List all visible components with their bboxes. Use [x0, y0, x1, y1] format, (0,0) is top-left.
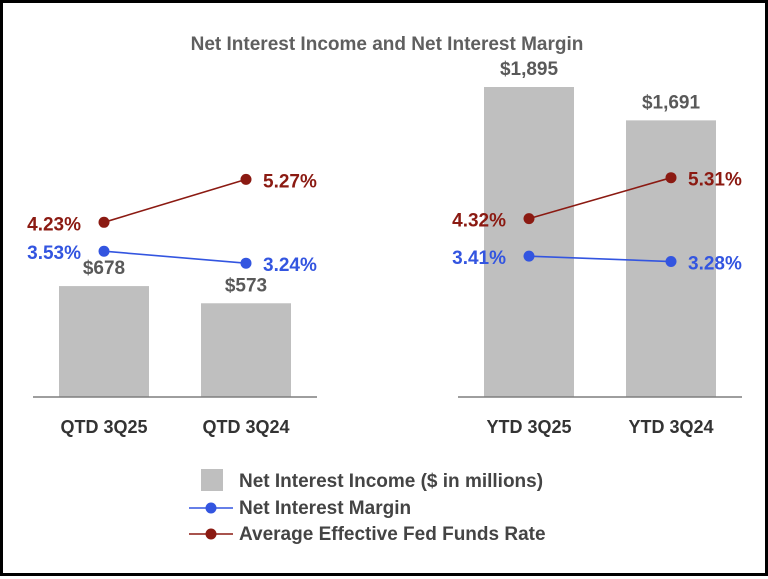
labels-layer: $678 $573 $1,895 $1,691 QTD 3Q25 QTD 3Q24 YTD …: [27, 59, 742, 437]
bar-value-label-0: $678: [83, 258, 125, 279]
bar-2: [484, 87, 574, 397]
fed-funds-line-segment-1: [528, 176, 672, 220]
fed-funds-point-3: [665, 172, 677, 184]
fed-funds-point-1: [240, 173, 252, 185]
fed-funds-point-0: [98, 216, 110, 228]
fed-funds-line-segment-0: [103, 178, 247, 224]
bar-0: [59, 286, 149, 397]
fed-funds-data-label-2: 4.32%: [452, 211, 506, 232]
fed-funds-data-label-3: 5.31%: [688, 170, 742, 191]
nim-data-label-2: 3.41%: [452, 248, 506, 269]
nim-point-3: [665, 256, 677, 268]
bar-1: [201, 303, 291, 397]
bar-value-label-3: $1,691: [642, 92, 701, 113]
lines-layer: [98, 172, 677, 269]
x-tick-label-1: QTD 3Q24: [202, 417, 289, 437]
nim-data-label-0: 3.53%: [27, 243, 81, 264]
chart-title: Net Interest Income and Net Interest Mar…: [191, 34, 584, 55]
x-tick-label-0: QTD 3Q25: [60, 417, 147, 437]
x-tick-label-3: YTD 3Q24: [628, 417, 713, 437]
bar-value-label-2: $1,895: [500, 59, 559, 80]
nim-line-segment-1: [528, 255, 672, 263]
nim-point-1: [240, 257, 252, 269]
bar-value-label-1: $573: [225, 275, 267, 296]
legend-swatch-nii: [201, 469, 223, 491]
legend-marker-nim: [205, 502, 217, 514]
legend-marker-fed-funds: [205, 528, 217, 540]
fed-funds-data-label-0: 4.23%: [27, 214, 81, 235]
legend: Net Interest Income ($ in millions) Net I…: [189, 469, 546, 545]
chart-svg: Net Interest Income and Net Interest Mar…: [27, 34, 742, 545]
nim-data-label-3: 3.28%: [688, 254, 742, 275]
nim-point-0: [98, 245, 110, 257]
nim-point-2: [523, 250, 535, 262]
fed-funds-point-2: [523, 213, 535, 225]
x-tick-label-2: YTD 3Q25: [486, 417, 571, 437]
nim-line-segment-0: [103, 250, 247, 264]
legend-label-nii: Net Interest Income ($ in millions): [239, 471, 543, 492]
bars-layer: [59, 87, 716, 397]
legend-label-nim: Net Interest Margin: [239, 498, 411, 519]
nim-data-label-1: 3.24%: [263, 255, 317, 276]
fed-funds-data-label-1: 5.27%: [263, 171, 317, 192]
legend-label-fed-funds: Average Effective Fed Funds Rate: [239, 524, 546, 545]
